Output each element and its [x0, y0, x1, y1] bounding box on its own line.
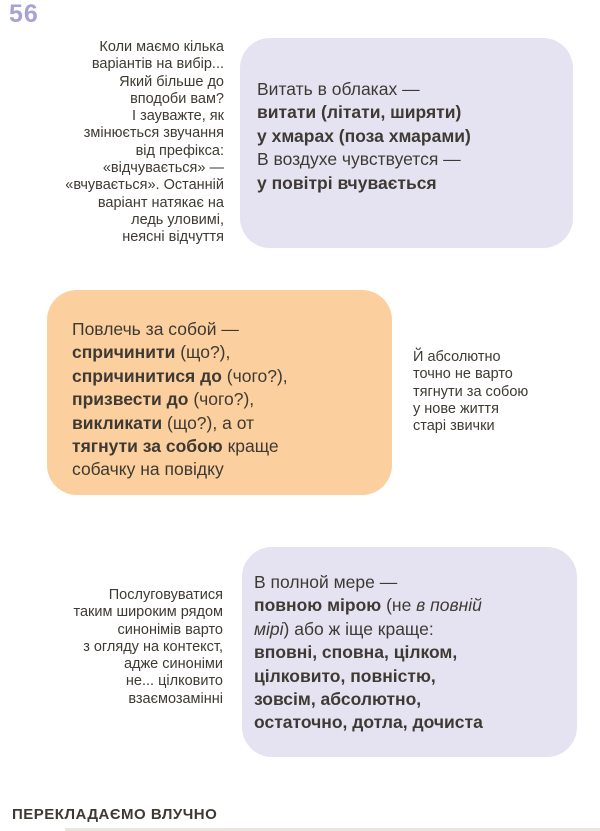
bubble-drag-along: Повлечь за собой — спричинити (що?), сприч… [47, 290, 392, 495]
side-note-prefix: Коли маємо кілька варіантів на вибір... … [65, 39, 224, 246]
page-bottom-strip [65, 828, 600, 831]
bubble-clouds: Витать в облаках — витати (літати, ширяти… [240, 38, 573, 248]
footer-running-title: ПЕРЕКЛАДАЄМО ВЛУЧНО [12, 806, 218, 823]
side-note-synonyms: Послуговуватися таким широким рядом сино… [73, 587, 223, 707]
page-number: 56 [9, 0, 39, 28]
side-note-habits: Й абсолютно точно не варто тягнути за со… [413, 349, 529, 435]
bubble-full-measure: В полной мере — повною мірою (не в повній… [242, 547, 577, 757]
